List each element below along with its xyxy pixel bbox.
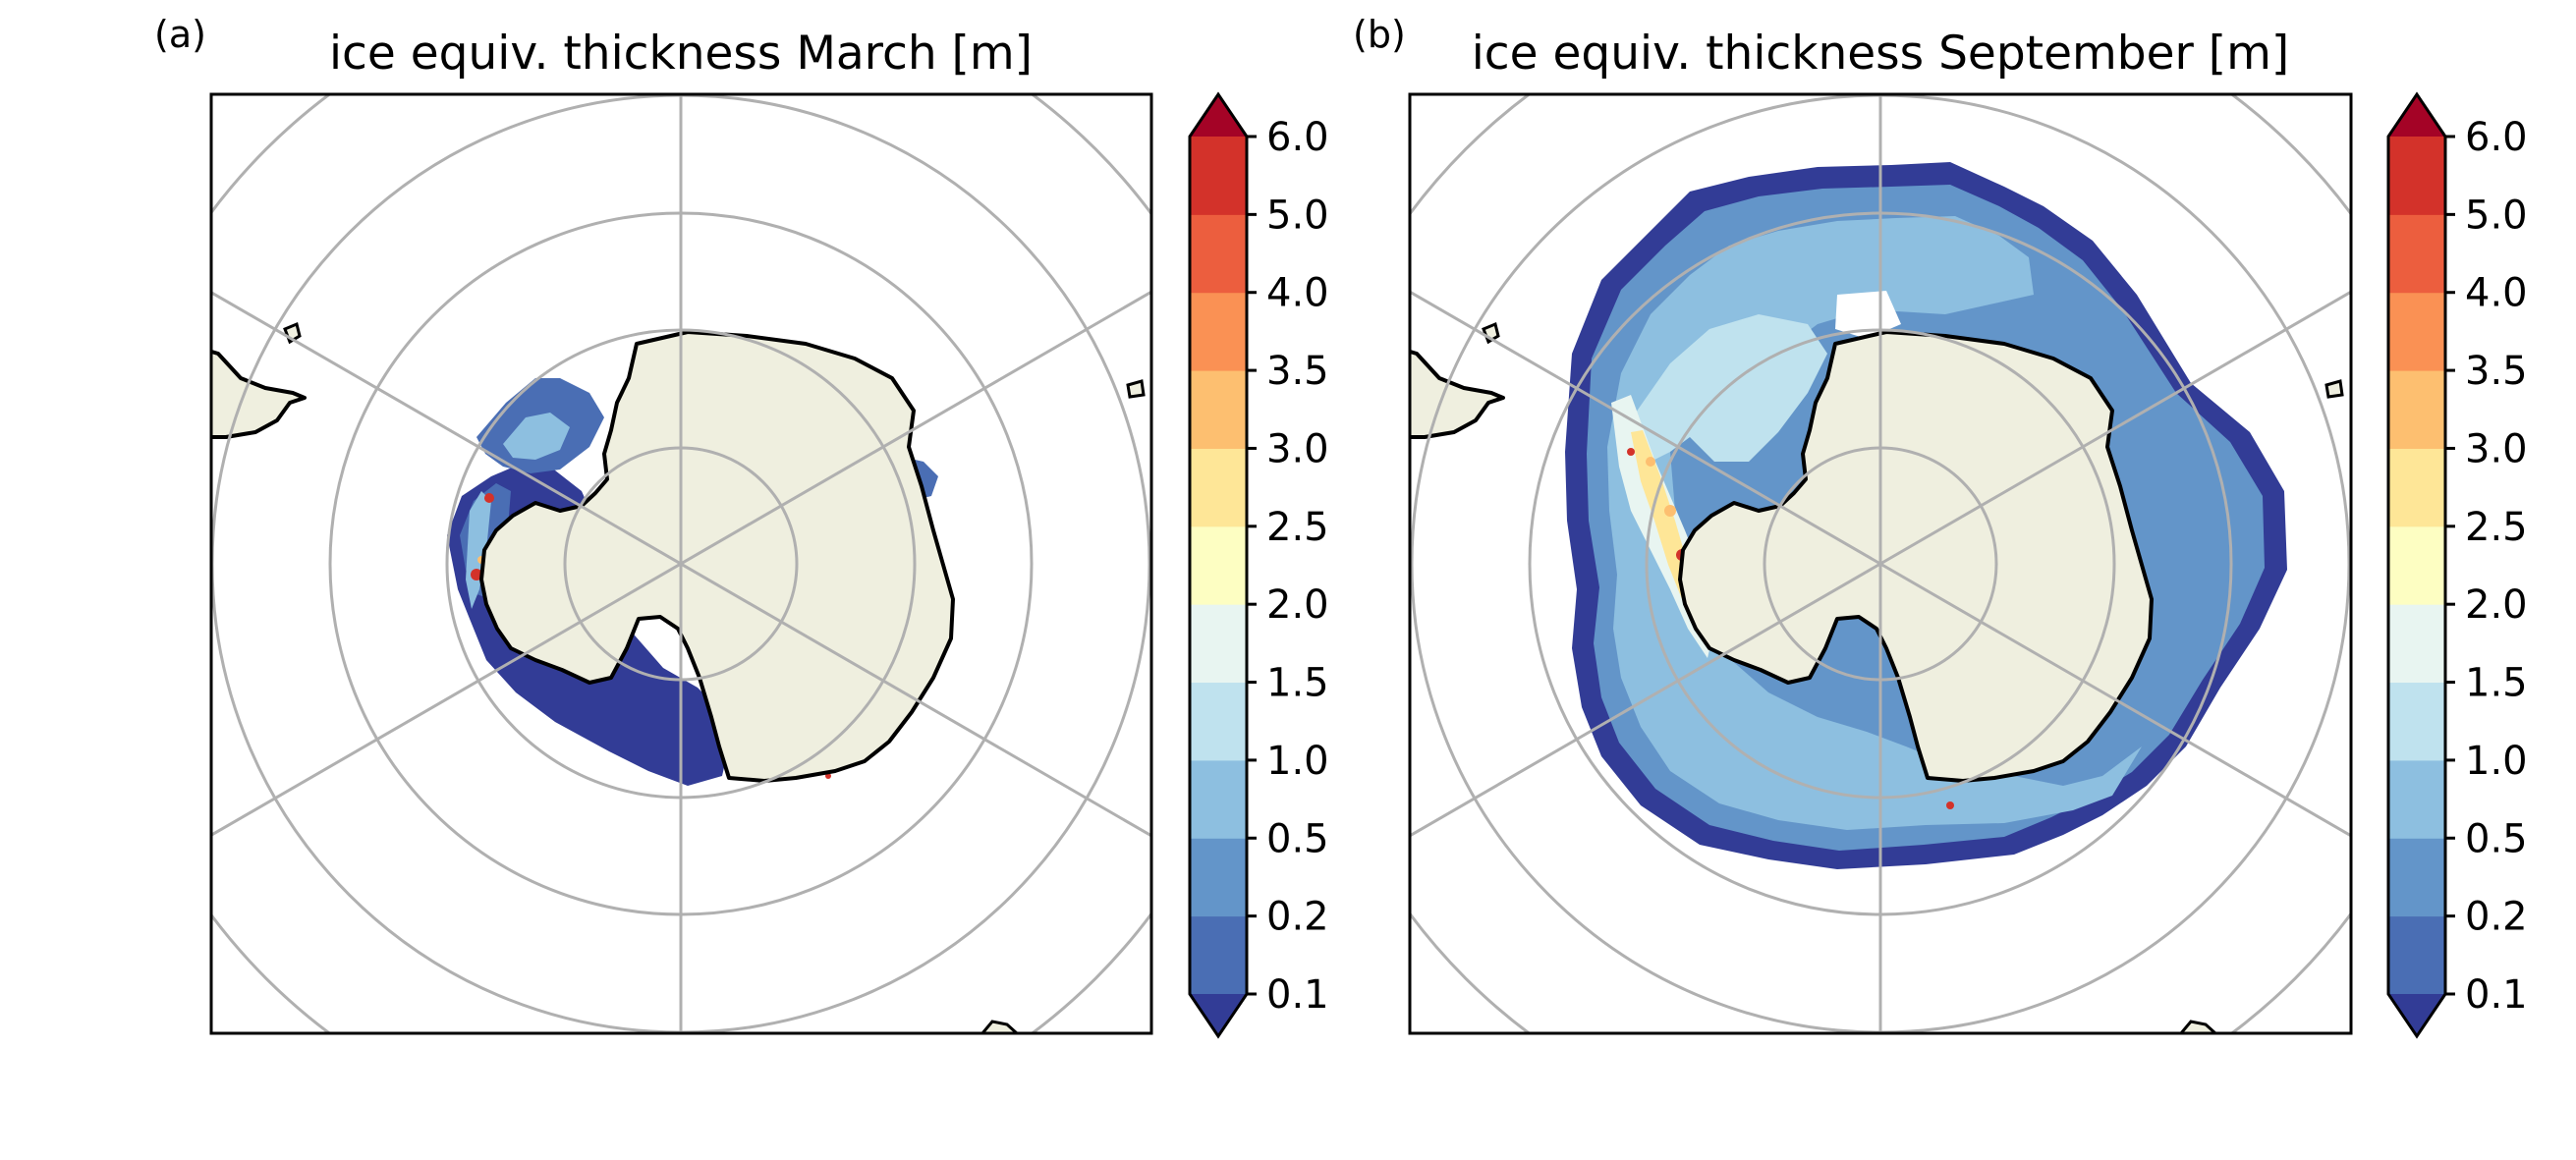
colorbar-bin-september	[2388, 370, 2445, 449]
colorbar-tick-label-september: 6.0	[2465, 115, 2528, 160]
colorbar-tick-label-march: 4.0	[1266, 271, 1329, 316]
colorbar-bin-march	[1190, 137, 1247, 215]
colorbar-tick-label-march: 5.0	[1266, 193, 1329, 238]
panel-letter-b: (b)	[1353, 13, 1406, 56]
colorbar-tick-label-march: 3.5	[1266, 349, 1329, 394]
colorbar-under-triangle-september	[2388, 994, 2445, 1036]
colorbar-tick-label-september: 2.0	[2465, 582, 2528, 628]
colorbar-bin-september	[2388, 759, 2445, 839]
colorbar-bin-september	[2388, 137, 2445, 215]
colorbar-bin-march	[1190, 214, 1247, 294]
ice-band-05	[1607, 216, 2142, 830]
map-frame-september	[1408, 92, 2353, 1035]
colorbar-tick-label-september: 1.5	[2465, 661, 2528, 706]
colorbar-bin-september	[2388, 682, 2445, 761]
map-march	[211, 94, 1151, 1033]
island-march-2	[1126, 379, 1146, 399]
colorbar-under-triangle-march	[1190, 994, 1247, 1036]
colorbar-bin-september	[2388, 604, 2445, 684]
colorbar-bin-march	[1190, 838, 1247, 917]
colorbar-bin-march	[1190, 604, 1247, 684]
colorbar-tick-label-september: 4.0	[2465, 271, 2528, 316]
colorbar-bin-march	[1190, 759, 1247, 839]
colorbar-september: 0.1 0.2 0.5 1.0 1.5 2.0 2.5 3.0 3.5 4.0 5.0 6.0	[2386, 91, 2528, 1039]
colorbar-tick-label-march: 0.2	[1266, 895, 1329, 940]
colorbar-march: 0.1 0.2 0.5 1.0 1.5 2.0 2.5 3.0 3.5 4.0 5.0 6.0	[1188, 91, 1329, 1039]
island-september-3	[2179, 1020, 2218, 1033]
colorbar-tick-label-march: 2.5	[1266, 505, 1329, 550]
colorbar-tick-label-september: 0.1	[2465, 972, 2528, 1018]
colorbar-tick-label-march: 1.0	[1266, 739, 1329, 784]
other-land-march	[211, 321, 1146, 1033]
colorbar-bin-march	[1190, 525, 1247, 605]
ice-band-1	[1636, 314, 1827, 462]
colorbar-tick-label-march: 1.5	[1266, 661, 1329, 706]
colorbar-bin-september	[2388, 448, 2445, 527]
colorbar-bin-september	[2388, 838, 2445, 917]
colorbar-tick-label-september: 0.2	[2465, 895, 2528, 940]
colorbar-tick-label-september: 5.0	[2465, 193, 2528, 238]
colorbar-tick-label-september: 3.5	[2465, 349, 2528, 394]
ice-ross-white-gap	[1835, 291, 1901, 339]
map-frame-march	[209, 92, 1153, 1035]
colorbar-bin-september	[2388, 292, 2445, 371]
panel-september: (b) ice equiv. thickness September [m]	[1353, 13, 2353, 1035]
colorbar-tick-label-march: 3.0	[1266, 426, 1329, 471]
colorbar-bin-september	[2388, 915, 2445, 995]
colorbar-tick-label-march: 6.0	[1266, 115, 1329, 160]
colorbar-tick-label-september: 3.0	[2465, 426, 2528, 471]
colorbar-tick-label-march: 0.1	[1266, 972, 1329, 1018]
colorbar-bin-march	[1190, 292, 1247, 371]
island-september-2	[2324, 379, 2344, 399]
panel-march: (a) ice equiv. thickness March [m]	[154, 13, 1153, 1035]
colorbar-over-triangle-march	[1190, 94, 1247, 137]
map-september	[1410, 94, 2351, 1033]
colorbar-bin-september	[2388, 214, 2445, 294]
colorbar-over-triangle-september	[2388, 94, 2445, 137]
panel-title-march: ice equiv. thickness March [m]	[329, 27, 1033, 81]
panel-title-september: ice equiv. thickness September [m]	[1472, 27, 2290, 81]
ice-peninsula-thick	[466, 491, 491, 609]
colorbar-bin-september	[2388, 525, 2445, 605]
colorbar-bin-march	[1190, 915, 1247, 995]
island-march-3	[980, 1020, 1020, 1033]
panel-letter-a: (a)	[154, 13, 206, 56]
south-america-tip-september	[1410, 349, 1505, 439]
colorbar-tick-label-september: 2.5	[2465, 505, 2528, 550]
south-america-tip-march	[211, 349, 307, 439]
ice-ross-lobe-inner	[503, 413, 570, 460]
colorbar-bin-march	[1190, 448, 1247, 527]
colorbar-tick-label-september: 1.0	[2465, 739, 2528, 784]
colorbar-tick-label-march: 0.5	[1266, 816, 1329, 861]
colorbar-tick-label-september: 0.5	[2465, 816, 2528, 861]
colorbar-bin-march	[1190, 682, 1247, 761]
antarctica-land-march	[479, 330, 955, 783]
colorbar-tick-label-march: 2.0	[1266, 582, 1329, 628]
colorbar-bin-march	[1190, 370, 1247, 449]
